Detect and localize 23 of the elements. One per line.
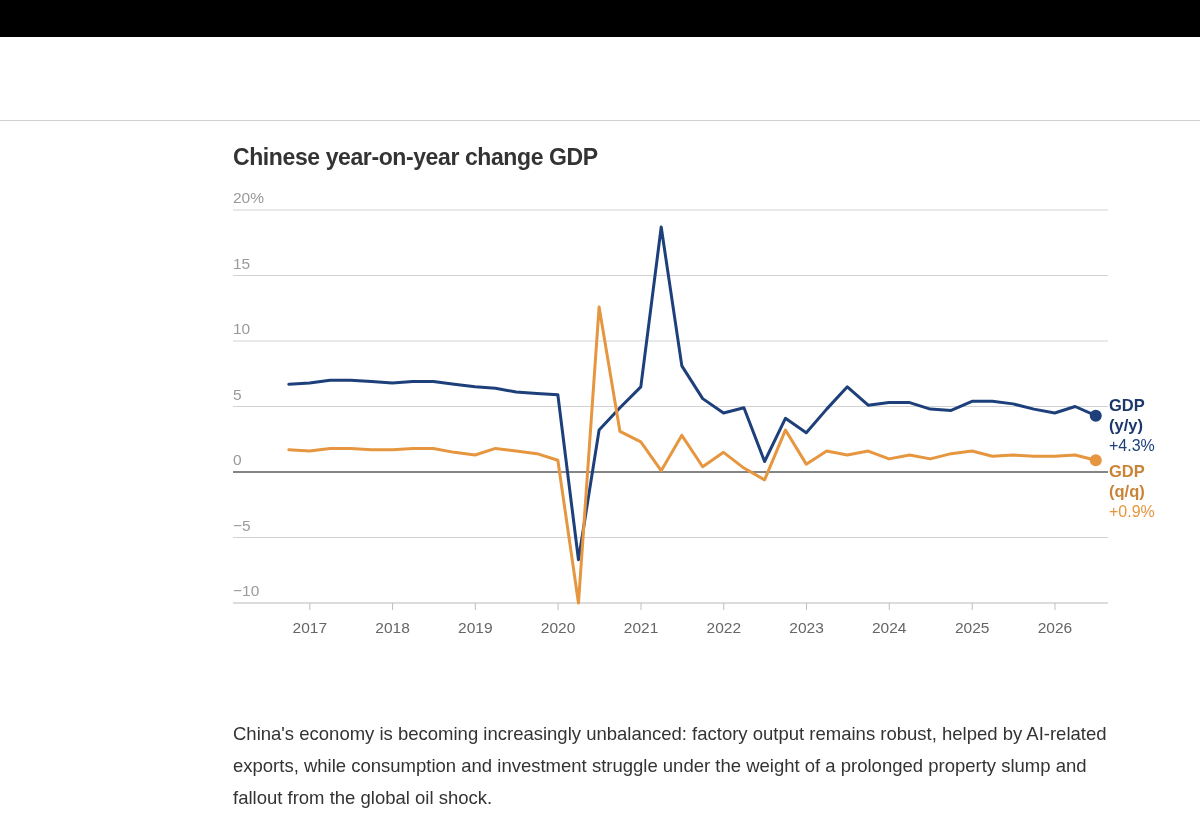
x-tick-label: 2025 bbox=[954, 619, 990, 636]
series-label: GDP (q/q) bbox=[1109, 461, 1145, 500]
x-tick-label: 2019 bbox=[458, 619, 493, 636]
y-tick-label: 20% bbox=[233, 189, 265, 206]
y-tick-label: 15 bbox=[233, 254, 251, 272]
y-tick-label: 10 bbox=[233, 320, 251, 337]
data-label: +4.3% bbox=[1109, 436, 1155, 454]
x-tick-label: 2022 bbox=[706, 619, 742, 636]
text: China's economy is becoming increasingly unbalanced: factory output remains robust, helped by AI-related exports, while consumption and investment struggle under the weight of a prolonged property slump and fallout from the global oil shock. bbox=[233, 722, 1108, 810]
data-label: +0.9% bbox=[1109, 502, 1155, 520]
chart-title: Chinese year-on-year change GDP bbox=[233, 144, 598, 170]
x-tick-label: 2017 bbox=[292, 619, 328, 636]
x-tick-label: 2021 bbox=[623, 619, 659, 636]
series-label: GDP (y/y) bbox=[1109, 395, 1145, 434]
y-tick-label: −5 bbox=[233, 516, 251, 534]
x-tick-label: 2020 bbox=[540, 619, 576, 636]
y-tick-label: 0 bbox=[233, 451, 242, 468]
x-tick-label: 2024 bbox=[872, 619, 907, 636]
x-tick-label: 2023 bbox=[789, 619, 824, 636]
y-tick-label: −10 bbox=[233, 582, 260, 599]
x-tick-label: 2018 bbox=[375, 619, 410, 636]
x-tick-label: 2026 bbox=[1037, 619, 1073, 636]
y-tick-label: 5 bbox=[233, 385, 242, 403]
